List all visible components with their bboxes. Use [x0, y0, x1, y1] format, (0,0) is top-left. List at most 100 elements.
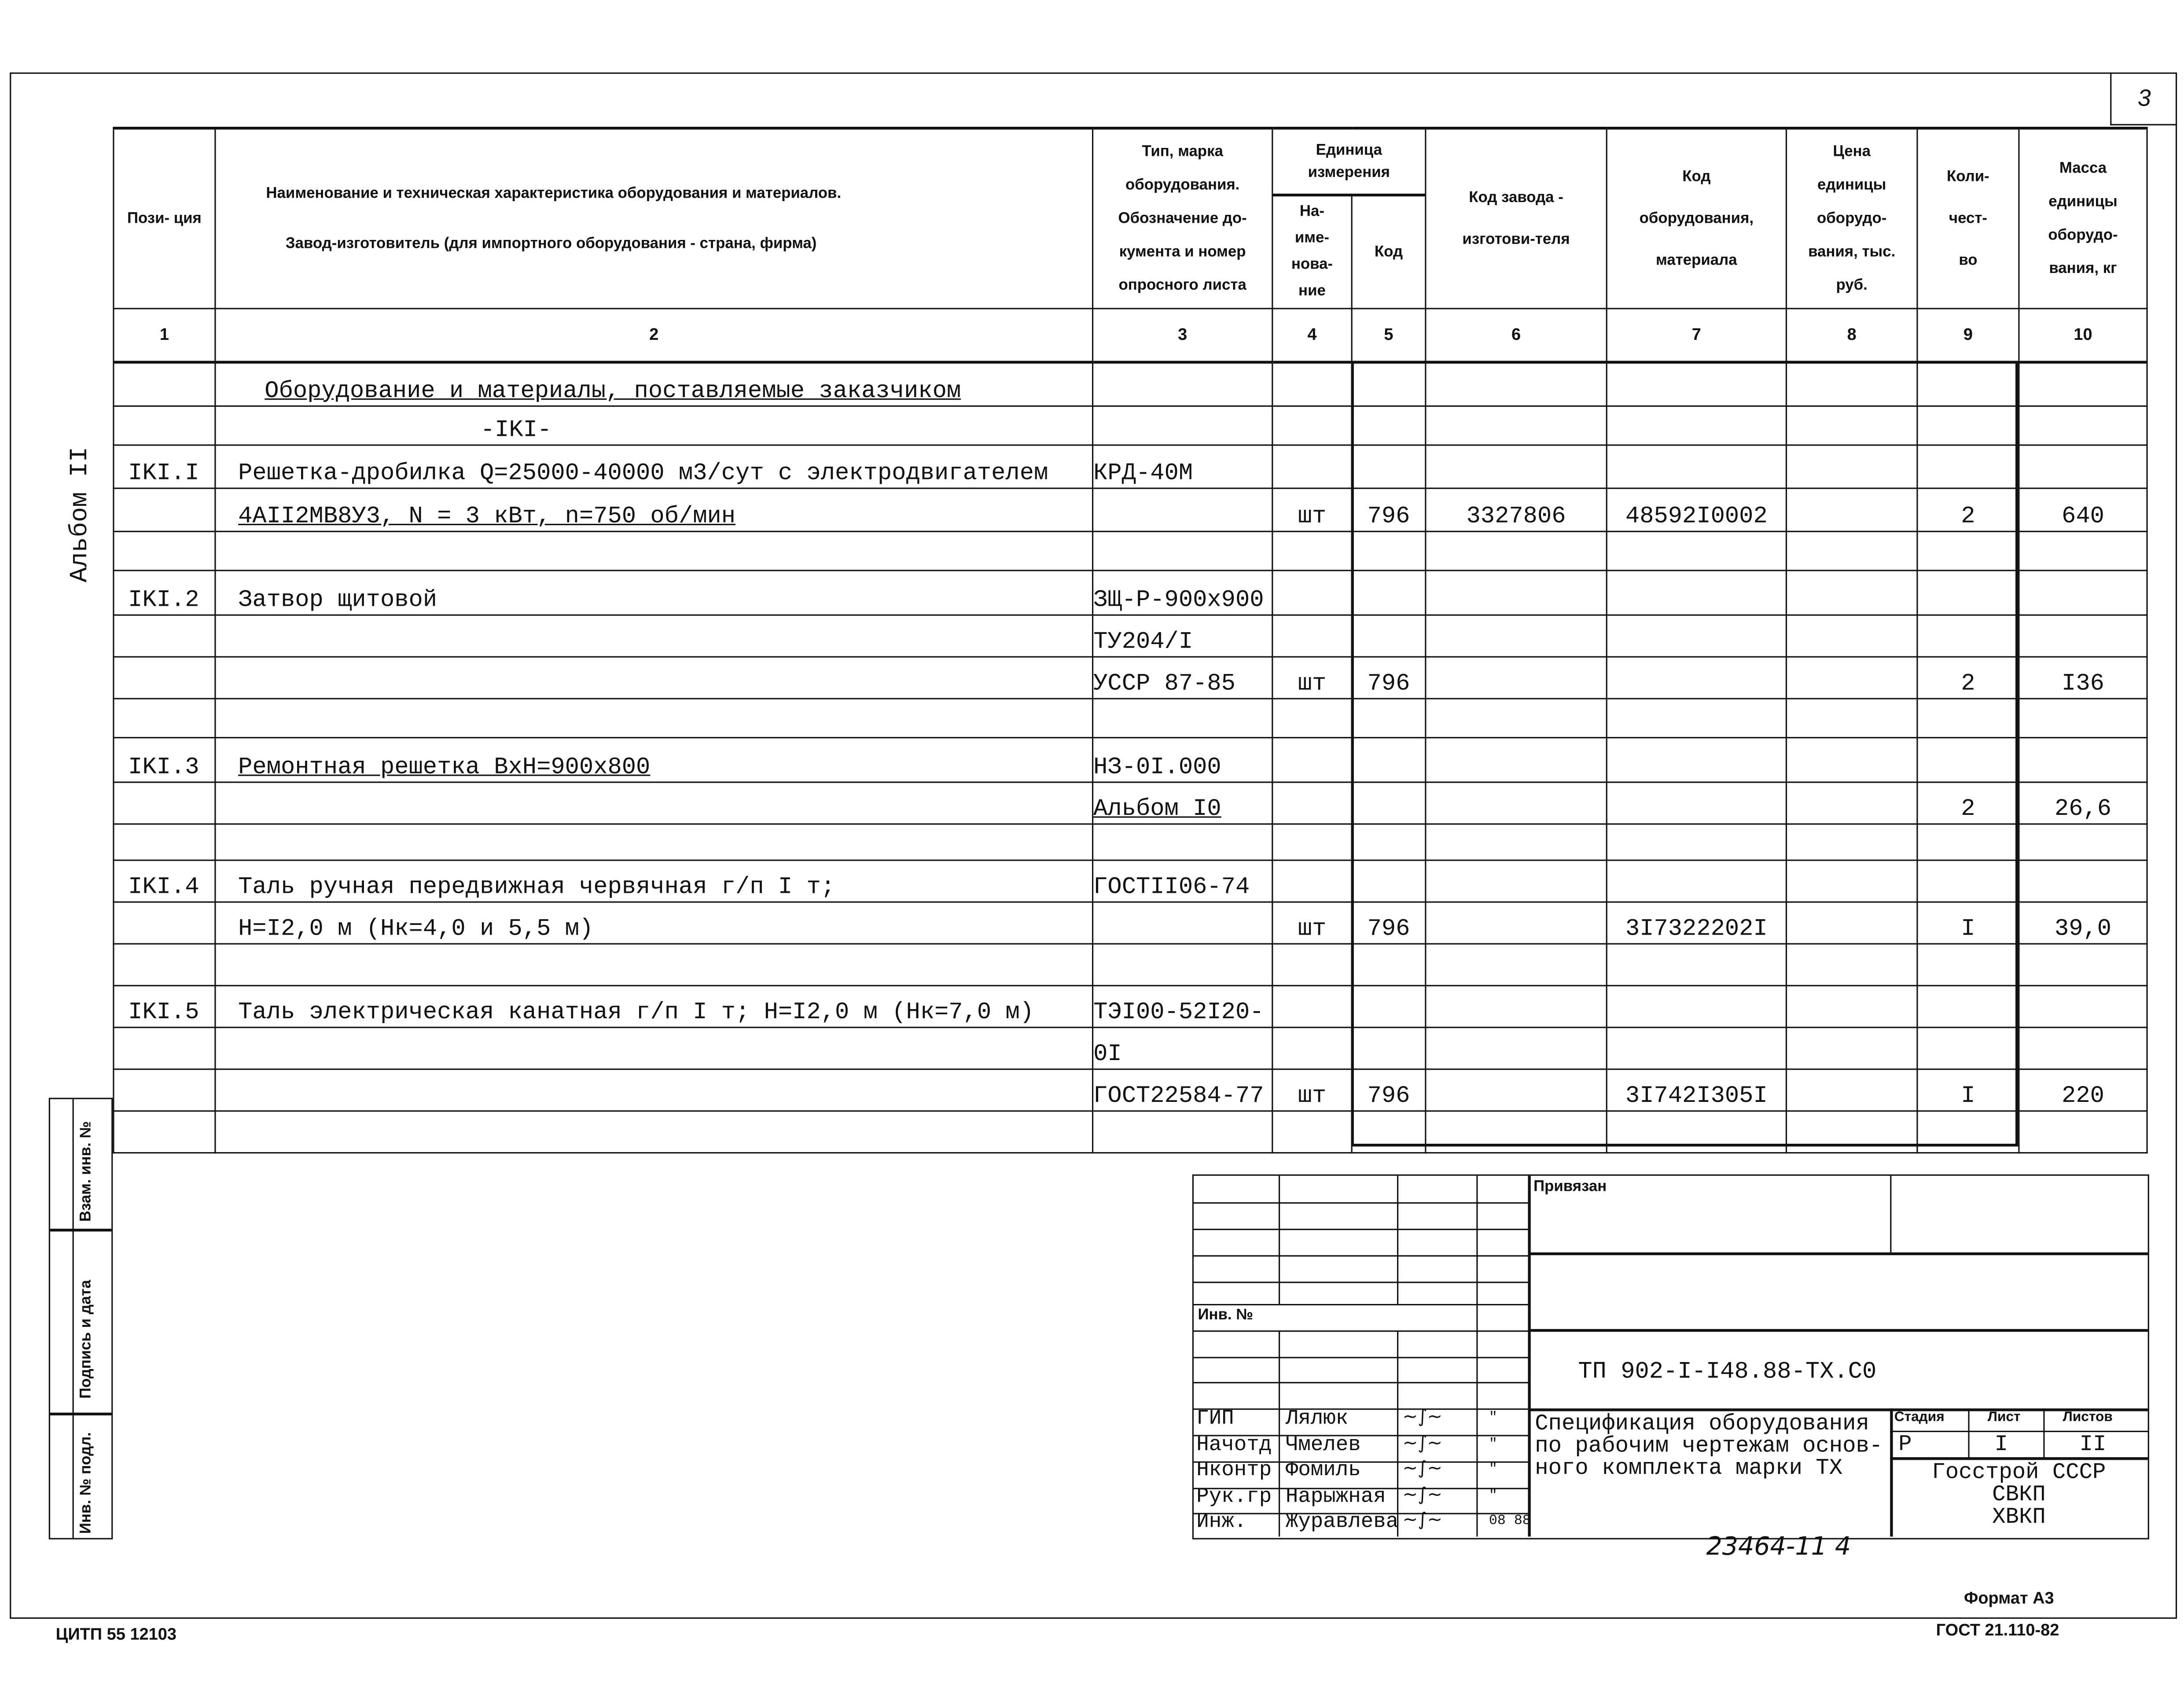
header-plant-code: Код завода - изготови-теля: [1425, 126, 1607, 309]
cell-name: [214, 942, 1094, 986]
cell-price: [1785, 822, 1918, 861]
cell-name-text: Ремонтная решетка ВхН=900х800: [238, 754, 651, 781]
cell-unit: [1272, 443, 1353, 489]
cell-name: [214, 781, 1094, 824]
cell-plant: [1425, 697, 1607, 738]
table-row: IKI.5 Таль электрическая канатная г/п I т…: [113, 984, 2148, 1027]
cell-plant: [1425, 942, 1607, 986]
signature: ~∫~: [1402, 1458, 1443, 1480]
cell-type: Альбом I0: [1092, 781, 1273, 824]
cell-plant: [1425, 405, 1607, 446]
signer-date: ": [1489, 1488, 1497, 1504]
cell-plant: [1425, 361, 1607, 406]
table-row: УССР 87-85 шт 796 2 I36: [113, 655, 2148, 699]
cell-qty: [1916, 530, 2020, 571]
header-unit-code: Код: [1351, 194, 1427, 309]
cell-qty-text: 2: [1961, 796, 1975, 823]
cell-name-text: -IKI-: [480, 417, 552, 444]
cell-mass: [2018, 443, 2148, 489]
organization: Госстрой СССР СВКП ХВКП: [1890, 1462, 2147, 1528]
cell-mass: 640: [2018, 486, 2148, 532]
column-number: 8: [1785, 307, 1918, 364]
sign-date-label: Подпись и дата: [78, 1280, 95, 1399]
cell-mass: 39,0: [2018, 900, 2148, 944]
document-code: ТП 902-I-I48.88-ТХ.С0: [1578, 1359, 1877, 1386]
cell-eq: [1606, 655, 1787, 699]
cell-unit: [1272, 736, 1353, 782]
cell-type: НЗ-0I.000: [1092, 736, 1273, 782]
cell-unit: [1272, 1109, 1353, 1153]
document-title: Спецификация оборудования по рабочим чер…: [1535, 1413, 1883, 1480]
column-number: 2: [214, 307, 1094, 364]
header-name-line1: Наименование и техническая характеристик…: [266, 185, 842, 202]
cell-qty: [1916, 443, 2020, 489]
cell-code: [1351, 530, 1427, 571]
cell-mass: [2018, 697, 2148, 738]
cell-price: [1785, 858, 1918, 902]
signer-date: 08 88: [1489, 1514, 1531, 1530]
cell-unit-text: шт: [1298, 670, 1327, 697]
cell-plant-text: 3327806: [1466, 503, 1566, 530]
cell-name: [214, 1068, 1094, 1111]
table-row: [113, 942, 2148, 986]
cell-type-text: ГОСТ22584-77: [1093, 1083, 1264, 1110]
cell-type: КРД-40М: [1092, 443, 1273, 489]
cell-price: [1785, 697, 1918, 738]
cell-name-text: Н=I2,0 м (Нк=4,0 и 5,5 м): [238, 916, 594, 943]
table-row: [113, 697, 2148, 738]
header-mass: Масса единицы оборудо-вания, кг: [2018, 126, 2148, 309]
cell-eq-text: 48592I0002: [1625, 503, 1768, 530]
handwritten-number: 23464-11 4: [1706, 1532, 1851, 1562]
cell-eq: [1606, 736, 1787, 782]
cell-unit: [1272, 569, 1353, 615]
signature: ~∫~: [1402, 1407, 1443, 1428]
cell-mass: [2018, 736, 2148, 782]
cell-pos: [113, 942, 216, 986]
cell-plant: [1425, 530, 1607, 571]
cell-code: [1351, 569, 1427, 615]
cell-price: [1785, 1068, 1918, 1111]
cell-eq: [1606, 1109, 1787, 1153]
table-row: [113, 530, 2148, 571]
cell-pos: IKI.3: [113, 736, 216, 782]
table-row: IKI.2 Затвор щитовой ЗЩ-Р-900х900: [113, 569, 2148, 615]
cell-type: [1092, 486, 1273, 532]
album-label: Альбом II: [66, 447, 95, 582]
cell-unit: [1272, 361, 1353, 406]
signer-role: Инж.: [1196, 1510, 1247, 1534]
cell-name-text: Таль электрическая канатная г/п I т; Н=I…: [238, 999, 1034, 1026]
cell-eq: [1606, 613, 1787, 657]
bound-label: Привязан: [1533, 1178, 1607, 1196]
column-number: 1: [113, 307, 216, 364]
cell-code: 796: [1351, 486, 1427, 532]
table-row: ГОСТ22584-77 шт 796 3I742I305I I 220: [113, 1068, 2148, 1111]
cell-qty: [1916, 736, 2020, 782]
org-line: СВКП: [1992, 1482, 2046, 1507]
title-line: Спецификация оборудования: [1535, 1411, 1869, 1436]
cell-name: [214, 655, 1094, 699]
cell-plant: [1425, 655, 1607, 699]
cell-name: Затвор щитовой: [214, 569, 1094, 615]
cell-pos: [113, 1068, 216, 1111]
cell-unit: [1272, 1026, 1353, 1069]
cell-eq: [1606, 361, 1787, 406]
cell-mass-text: 26,6: [2054, 796, 2112, 823]
cell-qty: [1916, 858, 2020, 902]
cell-name-text: 4АII2МВ8У3, N = 3 кВт, n=750 об/мин: [238, 503, 736, 530]
cell-mass: 220: [2018, 1068, 2148, 1111]
table-row: [113, 1109, 2148, 1153]
cell-code: [1351, 1026, 1427, 1069]
signer-role: ГИП: [1196, 1407, 1234, 1431]
cell-code: [1351, 942, 1427, 986]
cell-plant: [1425, 613, 1607, 657]
cell-code: [1351, 781, 1427, 824]
cell-price: [1785, 1026, 1918, 1069]
cell-unit: [1272, 822, 1353, 861]
column-number: 7: [1606, 307, 1787, 364]
column-number: 4: [1272, 307, 1353, 364]
cell-mass-text: 220: [2062, 1083, 2104, 1110]
cell-name-text: Затвор щитовой: [238, 587, 438, 614]
signer-role: Нконтр: [1196, 1458, 1272, 1483]
column-number: 3: [1092, 307, 1273, 364]
page-number: 3: [2110, 72, 2177, 125]
